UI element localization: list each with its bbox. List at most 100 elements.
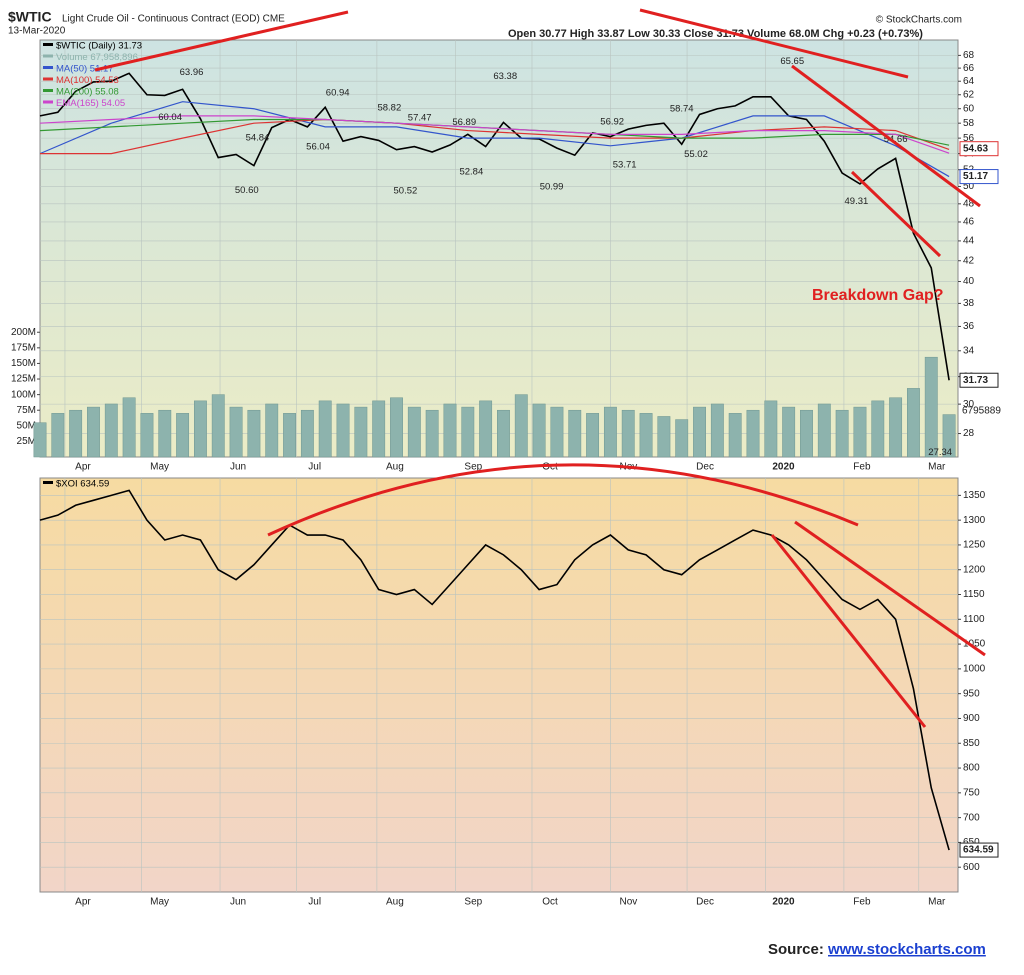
- legend-swatch: [43, 100, 53, 104]
- y-tick-label: 1200: [963, 564, 986, 575]
- y-tick-label: 1250: [963, 540, 986, 551]
- x-tick-label: 2020: [772, 462, 795, 473]
- price-annotation: 63.38: [493, 71, 517, 82]
- value-box-label: 54.63: [963, 143, 988, 154]
- volume-bar: [871, 400, 885, 458]
- x-tick-label: Aug: [386, 897, 404, 908]
- volume-bar: [817, 403, 831, 458]
- legend-entry: Volume 67,958,896: [56, 52, 138, 63]
- y2-tick-label: 125M: [11, 374, 36, 385]
- y-tick-label: 1050: [963, 639, 986, 650]
- source-link[interactable]: www.stockcharts.com: [827, 941, 986, 958]
- price-annotation: 55.02: [684, 149, 708, 160]
- price-line: [40, 118, 950, 155]
- x-tick-label: Apr: [75, 897, 91, 908]
- value-box: [959, 842, 999, 858]
- y2-tick-label: 175M: [11, 342, 36, 353]
- legend-entry: EMA(165) 54.05: [56, 98, 125, 109]
- volume-bar: [853, 406, 867, 458]
- legend-swatch: [43, 54, 53, 58]
- volume-bar: [603, 406, 617, 458]
- volume-bar: [907, 388, 920, 458]
- volume-bar: [354, 406, 368, 458]
- volume-bar: [336, 403, 350, 458]
- price-annotation: 58.82: [377, 103, 401, 114]
- volume-bar: [514, 394, 528, 458]
- plot-layer: 2830323436384042444648505254565860626466…: [11, 40, 1001, 908]
- y2-tick-label: 75M: [17, 405, 36, 416]
- legend-entry: MA(200) 55.08: [56, 87, 119, 98]
- callout: Breakdown Gap?: [812, 287, 944, 304]
- volume-bar: [265, 403, 279, 458]
- volume-bar: [746, 409, 760, 458]
- volume-bar: [87, 406, 100, 458]
- y-tick-label: 28: [963, 428, 975, 439]
- volume-bar: [782, 406, 796, 458]
- volume-bar: [693, 406, 706, 458]
- trend-line: [850, 170, 942, 258]
- volume-bar: [889, 397, 903, 458]
- volume-bar: [33, 422, 47, 458]
- price-annotation: 52.84: [459, 166, 483, 177]
- volume-bar: [51, 413, 65, 458]
- price-annotation: 50.52: [394, 186, 418, 197]
- legend-swatch: [43, 481, 53, 484]
- price-annotation: 53.71: [613, 159, 637, 170]
- y-tick-label: 56: [963, 133, 975, 144]
- y-tick-label: 1350: [963, 490, 986, 501]
- price-annotation: 57.47: [408, 113, 432, 124]
- y2-tick-label: 100M: [11, 389, 36, 400]
- y-tick-label: 800: [963, 763, 980, 774]
- price-annotation: 56.89: [452, 117, 476, 128]
- volume-bar: [283, 413, 296, 458]
- price-annotation: 65.65: [780, 56, 804, 67]
- legend-entry: $WTIC (Daily) 31.73: [56, 41, 142, 52]
- trend-line: [770, 534, 927, 728]
- price-annotation: 49.31: [845, 196, 869, 207]
- price-line: [39, 72, 950, 381]
- price-annotation: 27.34: [928, 447, 952, 458]
- price-annotation: 56.92: [600, 117, 624, 128]
- volume-bar: [390, 397, 403, 458]
- legend-swatch: [43, 43, 53, 46]
- y-tick-label: 50: [963, 181, 975, 192]
- x-tick-label: Mar: [928, 462, 946, 473]
- source-label: Source:: [768, 941, 824, 958]
- x-tick-label: Aug: [386, 462, 404, 473]
- volume-bar: [158, 409, 172, 458]
- y-tick-label: 60: [963, 103, 975, 114]
- volume-bar: [657, 416, 671, 458]
- x-tick-label: Dec: [696, 462, 714, 473]
- x-tick-label: Sep: [464, 462, 482, 473]
- volume-bar: [924, 356, 938, 458]
- y2-tick-label: 200M: [11, 327, 36, 338]
- value-box-label: 634.59: [963, 845, 994, 856]
- volume-bar: [800, 409, 813, 458]
- price-annotation: 50.99: [540, 182, 564, 193]
- volume-bar: [497, 409, 510, 458]
- y-tick-label: 30: [963, 399, 975, 410]
- trend-line: [794, 520, 986, 657]
- volume-bar: [586, 413, 600, 458]
- volume-bar: [372, 400, 386, 458]
- panel-background: [39, 477, 959, 893]
- volume-bar: [104, 403, 118, 458]
- volume-bar: [69, 409, 83, 458]
- y2-tick-label: 150M: [11, 358, 36, 369]
- chart-title: $WTIC: [8, 9, 52, 25]
- legend-swatch: [43, 66, 53, 69]
- price-line: [39, 115, 950, 154]
- volume-bar: [835, 409, 849, 458]
- price-annotation: 63.96: [180, 67, 204, 78]
- y-tick-label: 64: [963, 76, 975, 87]
- y-tick-label: 66: [963, 63, 975, 74]
- legend-swatch: [43, 89, 53, 92]
- volume-bar: [122, 397, 136, 458]
- y-tick-label: 700: [963, 812, 980, 823]
- trend-line: [791, 64, 981, 208]
- volume-bar: [229, 406, 243, 458]
- trend-line: [94, 10, 349, 72]
- y-tick-label: 1000: [963, 664, 986, 675]
- y2-tick-label: 50M: [17, 420, 36, 431]
